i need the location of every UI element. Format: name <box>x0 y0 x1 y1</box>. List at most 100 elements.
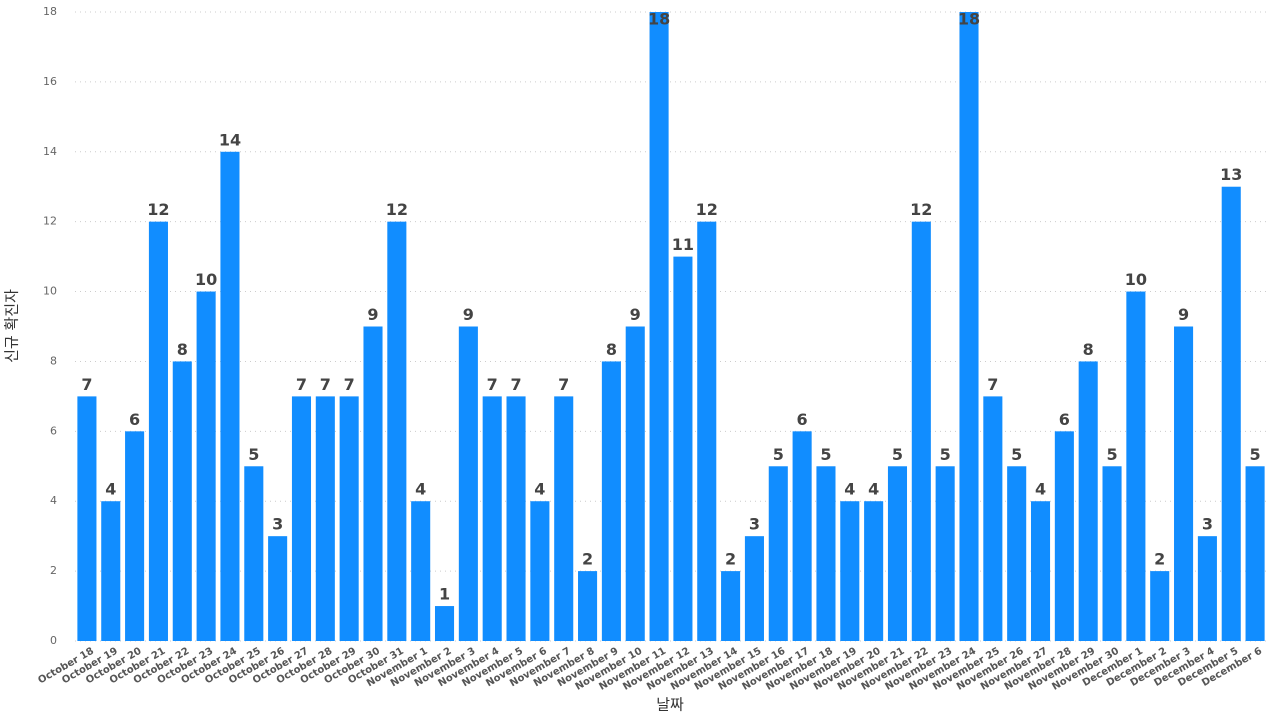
data-label: 9 <box>367 305 378 324</box>
bar <box>959 12 979 641</box>
data-label: 3 <box>1202 515 1213 534</box>
data-label: 4 <box>844 480 855 499</box>
data-label: 2 <box>725 550 736 569</box>
bar <box>77 396 97 641</box>
bar <box>578 571 598 641</box>
data-label: 18 <box>958 10 980 29</box>
bar <box>411 501 431 641</box>
data-label: 2 <box>582 550 593 569</box>
data-label: 10 <box>195 270 217 289</box>
data-label: 8 <box>606 340 617 359</box>
bar <box>935 466 955 641</box>
bar <box>530 501 550 641</box>
data-label: 18 <box>648 10 670 29</box>
data-label: 7 <box>987 375 998 394</box>
data-label: 7 <box>296 375 307 394</box>
data-label: 7 <box>81 375 92 394</box>
bar <box>840 501 860 641</box>
bar <box>911 221 931 641</box>
data-label: 4 <box>1035 480 1046 499</box>
data-label: 4 <box>868 480 879 499</box>
bar <box>315 396 335 641</box>
data-label: 12 <box>147 200 169 219</box>
data-label: 4 <box>105 480 116 499</box>
data-label: 7 <box>487 375 498 394</box>
bar <box>458 326 478 641</box>
data-label: 9 <box>463 305 474 324</box>
data-label: 5 <box>1106 445 1117 464</box>
data-label: 7 <box>320 375 331 394</box>
data-label: 8 <box>177 340 188 359</box>
data-label: 3 <box>749 515 760 534</box>
data-label: 3 <box>272 515 283 534</box>
bar <box>1126 291 1146 641</box>
data-label: 5 <box>820 445 831 464</box>
bar <box>649 12 669 641</box>
data-label: 12 <box>910 200 932 219</box>
y-tick-label: 4 <box>50 494 57 507</box>
data-label: 6 <box>1059 410 1070 429</box>
data-label: 5 <box>892 445 903 464</box>
y-tick-label: 2 <box>50 564 57 577</box>
y-tick-label: 18 <box>43 5 57 18</box>
bar <box>721 571 741 641</box>
bar <box>697 221 717 641</box>
y-tick-label: 14 <box>43 145 57 158</box>
bar <box>434 606 455 641</box>
bar <box>1245 466 1265 641</box>
bar <box>1030 501 1051 641</box>
bar <box>125 431 145 641</box>
bar <box>148 221 168 641</box>
bar <box>625 326 645 641</box>
bar <box>172 361 192 641</box>
bar <box>291 396 312 641</box>
bar <box>673 256 693 641</box>
data-label: 5 <box>1011 445 1022 464</box>
data-label: 5 <box>940 445 951 464</box>
y-tick-label: 0 <box>50 634 57 647</box>
bar <box>792 431 812 641</box>
data-label: 10 <box>1125 270 1147 289</box>
data-label: 6 <box>129 410 140 429</box>
bar <box>506 396 526 641</box>
y-tick-label: 8 <box>50 354 57 367</box>
bar <box>1174 326 1194 641</box>
y-tick-label: 12 <box>43 215 57 228</box>
bar <box>1102 466 1122 641</box>
bar <box>196 291 216 641</box>
bar <box>1078 361 1098 641</box>
bar <box>983 396 1003 641</box>
bar <box>601 361 621 641</box>
data-label: 7 <box>344 375 355 394</box>
bar <box>816 466 836 641</box>
data-label: 7 <box>510 375 521 394</box>
y-tick-label: 10 <box>43 285 57 298</box>
bar <box>339 396 359 641</box>
data-label: 9 <box>1178 305 1189 324</box>
data-label: 5 <box>773 445 784 464</box>
bar <box>864 501 884 641</box>
bar <box>554 396 574 641</box>
data-label: 11 <box>672 235 694 254</box>
y-tick-label: 16 <box>43 75 57 88</box>
data-label: 8 <box>1083 340 1094 359</box>
data-label: 12 <box>386 200 408 219</box>
bar <box>101 501 121 641</box>
bar <box>1054 431 1074 641</box>
bar <box>244 466 264 641</box>
data-label: 6 <box>797 410 808 429</box>
bar <box>744 536 764 641</box>
bar <box>220 151 240 641</box>
bar <box>1150 571 1170 641</box>
bar <box>1007 466 1027 641</box>
bar <box>1197 536 1217 641</box>
bar <box>768 466 788 641</box>
data-label: 14 <box>219 130 241 149</box>
data-label: 5 <box>248 445 259 464</box>
bar <box>1221 186 1241 641</box>
data-label: 2 <box>1154 550 1165 569</box>
x-axis-label: 날짜 <box>656 696 684 714</box>
data-label: 5 <box>1250 445 1261 464</box>
y-tick-label: 6 <box>50 424 57 437</box>
